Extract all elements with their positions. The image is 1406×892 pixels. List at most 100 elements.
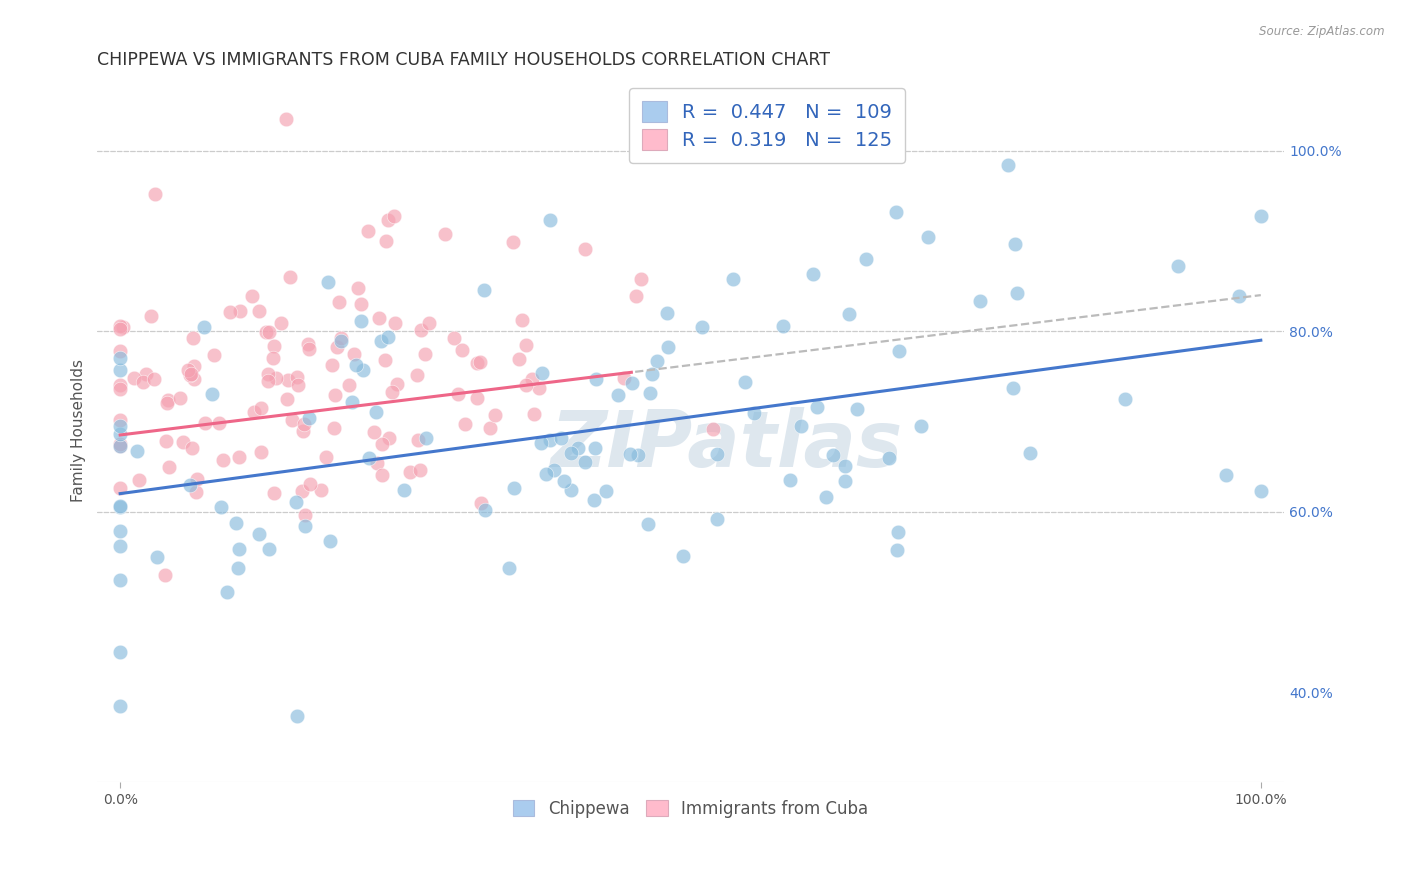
Point bbox=[531, 366, 554, 380]
Point bbox=[415, 431, 437, 445]
Point bbox=[344, 359, 367, 373]
Point bbox=[212, 453, 235, 467]
Point bbox=[180, 368, 202, 382]
Point bbox=[229, 304, 252, 318]
Point bbox=[413, 347, 436, 361]
Point bbox=[917, 230, 939, 244]
Point bbox=[156, 396, 179, 410]
Point bbox=[108, 698, 131, 713]
Point bbox=[560, 483, 582, 497]
Point bbox=[108, 322, 131, 336]
Point bbox=[550, 431, 572, 445]
Point bbox=[399, 465, 422, 479]
Point bbox=[110, 524, 132, 538]
Point bbox=[734, 375, 756, 389]
Point bbox=[108, 362, 131, 376]
Point bbox=[886, 543, 908, 558]
Point bbox=[202, 348, 225, 362]
Point bbox=[285, 370, 308, 384]
Point bbox=[374, 235, 396, 249]
Point bbox=[367, 310, 389, 325]
Point bbox=[186, 484, 208, 499]
Point bbox=[370, 334, 392, 348]
Point bbox=[292, 417, 315, 432]
Point bbox=[257, 374, 280, 388]
Point bbox=[910, 419, 932, 434]
Point bbox=[346, 281, 368, 295]
Point bbox=[111, 320, 134, 334]
Point bbox=[887, 524, 910, 539]
Point bbox=[329, 331, 352, 345]
Point bbox=[619, 447, 641, 461]
Point bbox=[142, 372, 165, 386]
Point bbox=[201, 387, 224, 401]
Point bbox=[183, 359, 205, 373]
Point bbox=[772, 318, 794, 333]
Point bbox=[323, 420, 346, 434]
Point bbox=[838, 307, 860, 321]
Point bbox=[247, 303, 270, 318]
Point bbox=[637, 517, 659, 532]
Point bbox=[298, 411, 321, 425]
Point bbox=[135, 367, 157, 381]
Point bbox=[326, 340, 349, 354]
Point bbox=[108, 318, 131, 333]
Point bbox=[382, 210, 405, 224]
Point bbox=[340, 395, 363, 409]
Point bbox=[315, 450, 337, 464]
Point bbox=[607, 388, 630, 402]
Point bbox=[502, 235, 524, 250]
Point bbox=[582, 493, 605, 508]
Point bbox=[128, 473, 150, 487]
Point bbox=[193, 320, 215, 334]
Point bbox=[219, 305, 242, 319]
Point bbox=[194, 416, 217, 430]
Point bbox=[640, 367, 662, 381]
Point bbox=[1215, 467, 1237, 482]
Point bbox=[108, 436, 131, 450]
Y-axis label: Family Households: Family Households bbox=[72, 359, 86, 502]
Point bbox=[247, 527, 270, 541]
Point bbox=[250, 401, 273, 415]
Point bbox=[801, 267, 824, 281]
Point bbox=[1004, 237, 1026, 252]
Point bbox=[443, 330, 465, 344]
Point bbox=[371, 467, 394, 482]
Point bbox=[179, 368, 201, 382]
Point bbox=[834, 459, 856, 474]
Point bbox=[141, 310, 163, 324]
Point bbox=[498, 561, 520, 575]
Point bbox=[574, 242, 596, 256]
Point bbox=[595, 484, 617, 499]
Point bbox=[364, 405, 387, 419]
Point bbox=[638, 386, 661, 401]
Point bbox=[342, 347, 364, 361]
Point bbox=[319, 534, 342, 549]
Point bbox=[834, 474, 856, 488]
Point bbox=[446, 387, 468, 401]
Point bbox=[583, 441, 606, 455]
Point bbox=[108, 540, 131, 554]
Point bbox=[690, 320, 713, 334]
Text: Source: ZipAtlas.com: Source: ZipAtlas.com bbox=[1260, 25, 1385, 38]
Point bbox=[328, 294, 350, 309]
Point bbox=[377, 330, 399, 344]
Point bbox=[254, 325, 277, 339]
Point bbox=[176, 363, 198, 377]
Point bbox=[287, 709, 309, 723]
Point bbox=[721, 271, 744, 285]
Point bbox=[969, 294, 991, 309]
Point bbox=[209, 500, 232, 515]
Point bbox=[574, 455, 596, 469]
Point bbox=[352, 363, 374, 377]
Point bbox=[378, 431, 401, 445]
Point bbox=[172, 434, 194, 449]
Point bbox=[472, 283, 495, 297]
Point bbox=[1114, 392, 1136, 407]
Point bbox=[208, 416, 231, 430]
Point bbox=[997, 158, 1019, 172]
Point bbox=[478, 421, 501, 435]
Point bbox=[228, 542, 250, 557]
Point bbox=[510, 313, 533, 327]
Point bbox=[108, 427, 131, 442]
